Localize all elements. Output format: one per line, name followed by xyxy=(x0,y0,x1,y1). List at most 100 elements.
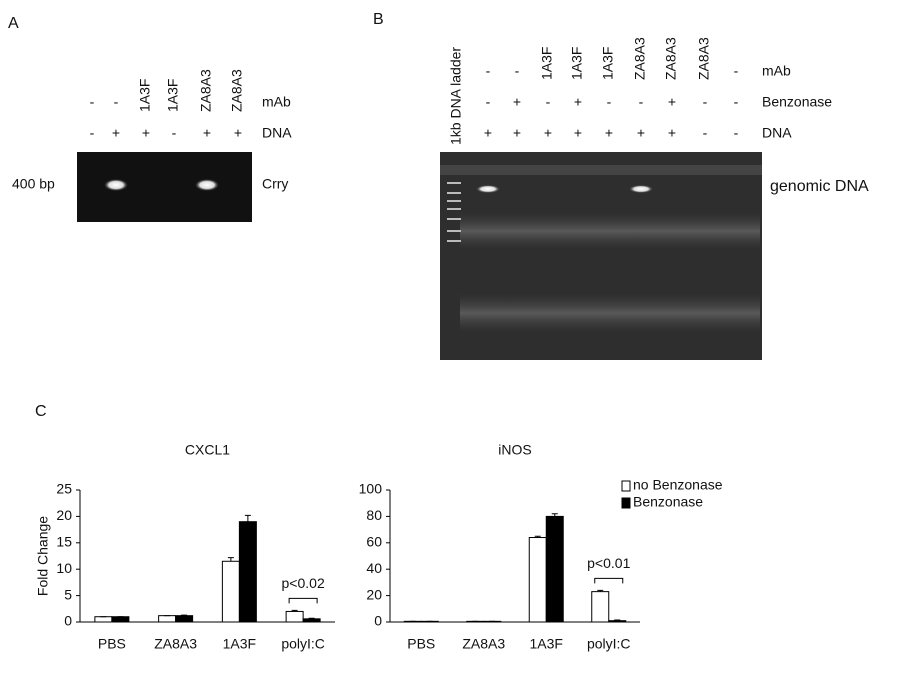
bar xyxy=(285,610,304,623)
error-bar xyxy=(181,614,188,616)
label: + xyxy=(544,125,552,141)
label: + xyxy=(203,125,211,141)
label: Crry xyxy=(262,176,288,192)
label: ZA8A3 xyxy=(229,69,245,112)
label: + xyxy=(574,125,582,141)
label: Benzonase xyxy=(762,94,832,110)
bar xyxy=(158,615,177,623)
y-tick-label: 10 xyxy=(56,560,72,576)
bracket xyxy=(288,597,318,604)
y-tick-label: 80 xyxy=(366,507,382,523)
x-tick-label: ZA8A3 xyxy=(462,636,505,652)
label: DNA xyxy=(262,125,292,141)
label: + xyxy=(513,94,521,110)
y-tick-label: 60 xyxy=(366,534,382,550)
label: - xyxy=(486,94,491,110)
label: + xyxy=(605,125,613,141)
label: + xyxy=(484,125,492,141)
label: - xyxy=(90,125,95,141)
label: + xyxy=(668,125,676,141)
label: mAb xyxy=(762,63,791,79)
label: + xyxy=(574,94,582,110)
x-tick-label: 1A3F xyxy=(530,636,563,652)
label: - xyxy=(703,125,708,141)
annotation: p<0.02 xyxy=(282,575,325,591)
y-tick-label: 5 xyxy=(64,586,72,602)
label: + xyxy=(513,125,521,141)
label: 400 bp xyxy=(12,176,55,192)
bar xyxy=(175,615,194,623)
y-tick-label: 20 xyxy=(366,586,382,602)
x-tick-label: ZA8A3 xyxy=(154,636,197,652)
label: B xyxy=(373,11,384,28)
label: 1kb DNA ladder xyxy=(448,47,464,145)
legend-swatch xyxy=(621,480,631,492)
label: - xyxy=(607,94,612,110)
label: 1A3F xyxy=(600,47,616,80)
label: - xyxy=(734,94,739,110)
label: A xyxy=(8,15,19,32)
error-bar xyxy=(551,513,558,517)
label: + xyxy=(142,125,150,141)
bar xyxy=(608,620,627,623)
y-tick-label: 40 xyxy=(366,560,382,576)
x-tick-label: PBS xyxy=(407,636,435,652)
label: - xyxy=(734,125,739,141)
label: + xyxy=(234,125,242,141)
label: C xyxy=(35,403,47,420)
bar xyxy=(591,591,610,623)
label: ZA8A3 xyxy=(198,69,214,112)
label: ZA8A3 xyxy=(632,37,648,80)
bracket xyxy=(594,577,624,584)
chart-title: CXCL1 xyxy=(185,442,230,458)
gel-b xyxy=(440,152,762,360)
error-bar xyxy=(291,609,298,612)
y-axis-label: Fold Change xyxy=(35,516,51,596)
label: 1A3F xyxy=(165,79,181,112)
y-tick-label: 20 xyxy=(56,507,72,523)
error-bar xyxy=(227,557,234,562)
bar xyxy=(545,515,564,623)
x-tick-label: 1A3F xyxy=(223,636,256,652)
bar xyxy=(111,616,130,623)
legend-label: Benzonase xyxy=(633,494,703,510)
label: 1A3F xyxy=(539,47,555,80)
y-tick-label: 25 xyxy=(56,481,72,497)
label: - xyxy=(734,63,739,79)
label: ZA8A3 xyxy=(663,37,679,80)
label: 1A3F xyxy=(137,79,153,112)
y-tick-label: 0 xyxy=(64,613,72,629)
chart-title: iNOS xyxy=(498,442,531,458)
bar xyxy=(221,560,240,623)
label: - xyxy=(546,94,551,110)
label: ZA8A3 xyxy=(696,37,712,80)
band-label: genomic DNA xyxy=(770,178,869,195)
y-tick-label: 15 xyxy=(56,534,72,550)
label: 1A3F xyxy=(569,47,585,80)
gel-a xyxy=(77,152,252,222)
error-bar xyxy=(308,617,315,619)
label: - xyxy=(114,94,119,110)
legend-swatch xyxy=(621,497,631,509)
label: mAb xyxy=(262,94,291,110)
y-tick-label: 100 xyxy=(359,481,383,497)
error-bar xyxy=(534,535,541,538)
annotation: p<0.01 xyxy=(587,555,630,571)
label: + xyxy=(637,125,645,141)
error-bar xyxy=(614,619,621,621)
label: - xyxy=(90,94,95,110)
label: - xyxy=(703,94,708,110)
label: + xyxy=(668,94,676,110)
error-bar xyxy=(597,589,604,592)
label: - xyxy=(639,94,644,110)
x-tick-label: polyI:C xyxy=(587,636,631,652)
legend-label: no Benzonase xyxy=(633,477,723,493)
label: - xyxy=(515,63,520,79)
x-tick-label: PBS xyxy=(98,636,126,652)
bar xyxy=(528,537,547,623)
x-tick-label: polyI:C xyxy=(281,636,325,652)
y-tick-label: 0 xyxy=(374,613,382,629)
label: - xyxy=(486,63,491,79)
error-bar xyxy=(244,514,251,522)
